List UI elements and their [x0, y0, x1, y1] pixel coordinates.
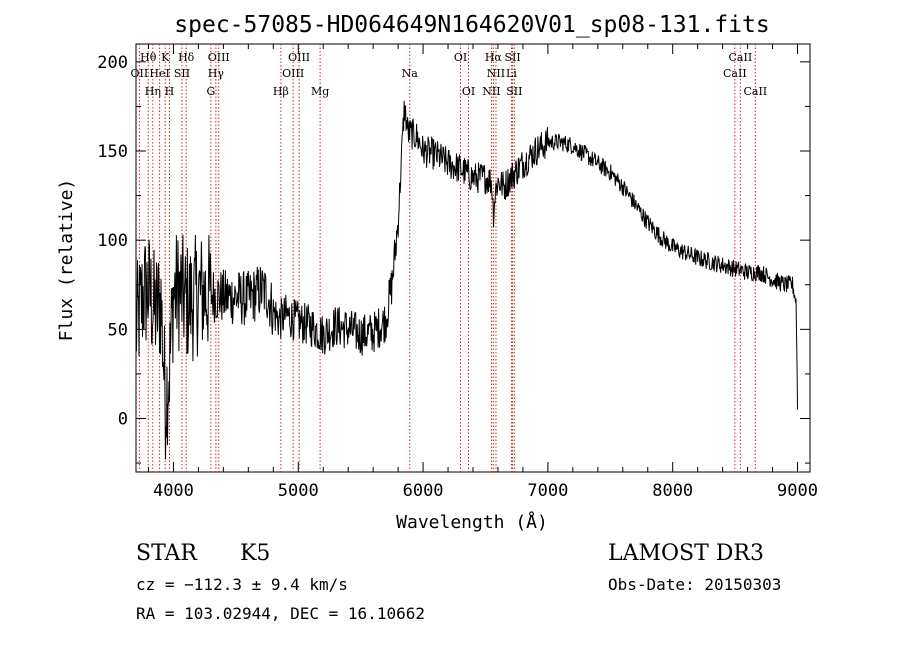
line-label-mg: Mg	[311, 85, 329, 98]
y-axis-label: Flux (relative)	[56, 179, 77, 342]
x-tick-label: 9000	[777, 481, 818, 501]
line-label-na: Na	[402, 67, 419, 80]
spectrum-line	[135, 100, 798, 460]
survey-name: LAMOST DR3	[608, 541, 764, 566]
x-axis-label: Wavelength (Å)	[396, 511, 548, 533]
line-label-hδ: Hδ	[178, 51, 195, 64]
redshift-readout: cz = −112.3 ± 9.4 km/s	[136, 575, 348, 594]
line-label-oi: OI	[454, 51, 467, 64]
line-label-hei: HeI	[149, 67, 169, 80]
y-tick-label: 200	[97, 53, 128, 73]
y-tick-label: 150	[97, 142, 128, 162]
y-tick-label: 0	[118, 410, 128, 430]
chart-title: spec-57085-HD064649N164620V01_sp08-131.f…	[174, 12, 769, 38]
line-label-caii: CaII	[743, 85, 767, 98]
x-axis-ticks: 4000 5000 6000 7000 8000 9000	[147, 44, 818, 501]
line-label-nii: NII	[487, 67, 505, 80]
line-label-caii: CaII	[723, 67, 747, 80]
line-label-oii: OII	[131, 67, 149, 80]
coordinates-readout: RA = 103.02944, DEC = 16.10662	[136, 604, 425, 623]
line-label-nii: NII	[482, 85, 500, 98]
spectral-subclass: K5	[240, 541, 270, 566]
line-label-hγ: Hγ	[208, 67, 225, 80]
line-label-h: H	[165, 85, 175, 98]
line-label-hθ: Hθ	[140, 51, 157, 64]
line-label-oi: OI	[462, 85, 475, 98]
x-tick-label: 4000	[153, 481, 194, 501]
y-axis-ticks: 0 50 100 150 200	[97, 53, 810, 464]
x-tick-label: 6000	[403, 481, 444, 501]
x-tick-label: 5000	[278, 481, 319, 501]
x-tick-label: 7000	[527, 481, 568, 501]
line-label-oiii: OIII	[208, 51, 230, 64]
observation-date: Obs-Date: 20150303	[608, 575, 781, 594]
line-label-oiii: OIII	[282, 67, 304, 80]
object-type: STAR	[136, 541, 198, 566]
y-tick-label: 100	[97, 231, 128, 251]
line-label-hη: Hη	[145, 85, 161, 98]
line-label-caii: CaII	[729, 51, 753, 64]
line-label-k: K	[161, 51, 170, 64]
x-tick-label: 8000	[652, 481, 693, 501]
spectral-line-markers	[138, 44, 756, 472]
line-label-hα: Hα	[485, 51, 503, 64]
line-label-g: G	[206, 85, 215, 98]
line-label-sii: SII	[174, 67, 190, 80]
line-label-hβ: Hβ	[273, 85, 289, 98]
line-label-oiii: OIII	[288, 51, 310, 64]
line-label-sii: SII	[506, 85, 522, 98]
line-label-li: Li	[506, 67, 517, 80]
series-group	[135, 100, 798, 460]
spectral-line-labels: OII Hθ Hη HeI K SII H Hδ G Hγ OIII Hβ OIII OIII Mg Na OI…	[131, 51, 768, 98]
line-label-sii: SII	[504, 51, 520, 64]
y-tick-label: 50	[108, 320, 128, 340]
